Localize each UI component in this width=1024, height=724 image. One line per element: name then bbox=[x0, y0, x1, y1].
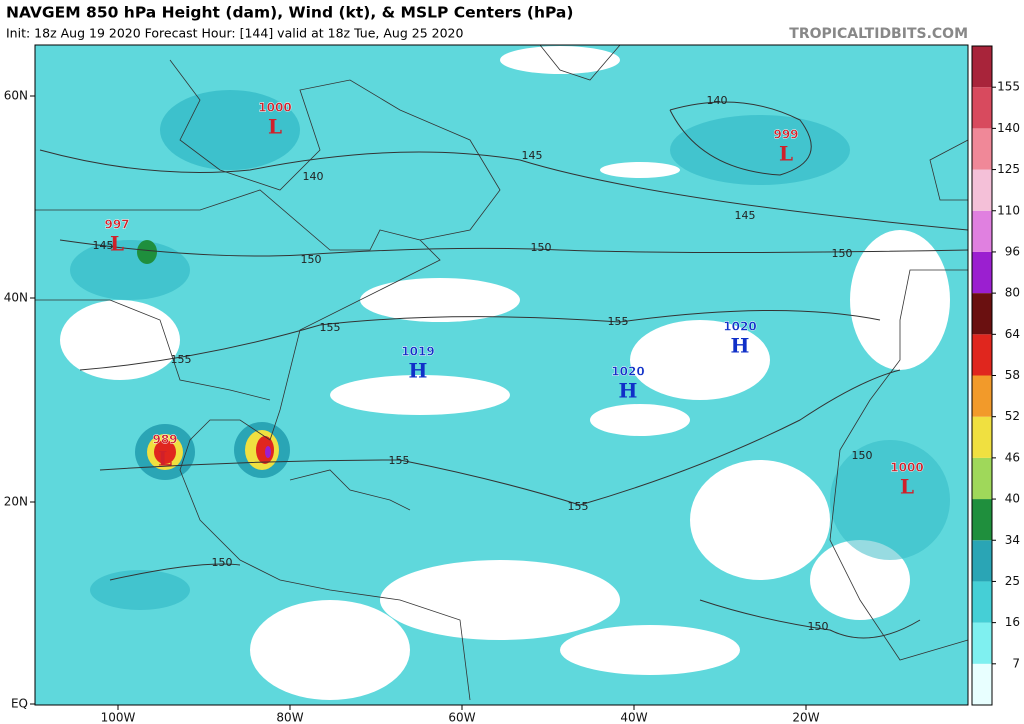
colorbar-segment bbox=[972, 293, 992, 335]
colorbar-segment bbox=[972, 416, 992, 458]
pressure-value: 997 bbox=[104, 218, 129, 232]
contour-label: 150 bbox=[852, 449, 873, 462]
contour-label: 140 bbox=[707, 94, 728, 107]
map-background bbox=[35, 45, 968, 705]
pressure-value: 1019 bbox=[401, 345, 434, 359]
contour-label: 155 bbox=[568, 500, 589, 513]
colorbar-label: 16 bbox=[1005, 615, 1020, 629]
pressure-symbol: H bbox=[409, 359, 428, 383]
lon-label: 80W bbox=[276, 711, 303, 724]
colorbar-segment bbox=[972, 622, 992, 664]
colorbar-segment bbox=[972, 581, 992, 623]
pressure-value: 1000 bbox=[890, 461, 923, 475]
colorbar-segment bbox=[972, 87, 992, 129]
colorbar-label: 40 bbox=[1005, 492, 1020, 506]
colorbar-label: 64 bbox=[1005, 327, 1020, 341]
colorbar-segment bbox=[972, 375, 992, 417]
colorbar-segment bbox=[972, 210, 992, 252]
contour-label: 140 bbox=[303, 170, 324, 183]
colorbar-label: 140 bbox=[997, 121, 1020, 135]
pressure-symbol: L bbox=[110, 232, 124, 256]
lon-label: 20W bbox=[792, 711, 819, 724]
colorbar-segment bbox=[972, 457, 992, 500]
credit: TROPICALTIDBITS.COM bbox=[789, 26, 968, 42]
pressure-symbol: H bbox=[619, 379, 638, 403]
contour-label: 145 bbox=[735, 209, 756, 222]
colorbar-label: 34 bbox=[1005, 533, 1020, 547]
colorbar-segment bbox=[972, 251, 992, 294]
pressure-symbol: L bbox=[779, 142, 793, 166]
pressure-symbol: L bbox=[900, 475, 914, 499]
colorbar-segment bbox=[972, 169, 992, 211]
lat-label: EQ bbox=[11, 697, 28, 711]
contour-label: 150 bbox=[832, 247, 853, 260]
pressure-value: 1020 bbox=[611, 365, 644, 379]
colorbar-segment bbox=[972, 663, 992, 705]
pressure-symbol: H bbox=[731, 334, 750, 358]
lon-label: 60W bbox=[448, 711, 475, 724]
subtitle: Init: 18z Aug 19 2020 Forecast Hour: [14… bbox=[6, 26, 463, 41]
lat-label: 20N bbox=[4, 495, 28, 509]
pressure-value: 1020 bbox=[723, 320, 756, 334]
colorbar-label: 96 bbox=[1005, 244, 1020, 258]
colorbar-segment bbox=[972, 499, 992, 541]
contour-label: 155 bbox=[608, 315, 629, 328]
contour-label: 155 bbox=[389, 454, 410, 467]
colorbar-label: 80 bbox=[1005, 286, 1020, 300]
colorbar-label: 7 bbox=[1012, 656, 1020, 670]
contour-label: 150 bbox=[531, 241, 552, 254]
colorbar-label: 25 bbox=[1005, 574, 1020, 588]
colorbar-segment bbox=[972, 334, 992, 376]
title: NAVGEM 850 hPa Height (dam), Wind (kt), … bbox=[6, 4, 573, 22]
lon-label: 40W bbox=[620, 711, 647, 724]
lat-label: 40N bbox=[4, 291, 28, 305]
colorbar-segment bbox=[972, 128, 992, 170]
lon-label: 100W bbox=[101, 711, 136, 724]
colorbar-label: 58 bbox=[1005, 368, 1020, 382]
coastlines bbox=[35, 44, 969, 701]
contour-label: 155 bbox=[171, 353, 192, 366]
colorbar-label: 52 bbox=[1005, 409, 1020, 423]
contour-label: 145 bbox=[93, 239, 114, 252]
colorbar-label: 155 bbox=[997, 80, 1020, 94]
colorbar-segment bbox=[972, 46, 992, 88]
contour-label: 150 bbox=[301, 253, 322, 266]
contour-label: 150 bbox=[212, 556, 233, 569]
pressure-value: 1000 bbox=[258, 101, 291, 115]
pressure-value: 999 bbox=[773, 128, 798, 142]
lat-label: 60N bbox=[4, 89, 28, 103]
colorbar-label: 110 bbox=[997, 203, 1020, 217]
pressure-symbol: L bbox=[268, 115, 282, 139]
colorbar-segment bbox=[972, 540, 992, 582]
colorbar-label: 125 bbox=[997, 162, 1020, 176]
pressure-symbol: L bbox=[158, 447, 172, 471]
contours bbox=[39, 101, 969, 639]
contour-label: 150 bbox=[808, 620, 829, 633]
map-frame bbox=[34, 44, 969, 706]
colorbar-label: 46 bbox=[1005, 450, 1020, 464]
pressure-value: 989 bbox=[152, 433, 177, 447]
contour-label: 155 bbox=[320, 321, 341, 334]
contour-label: 145 bbox=[522, 149, 543, 162]
